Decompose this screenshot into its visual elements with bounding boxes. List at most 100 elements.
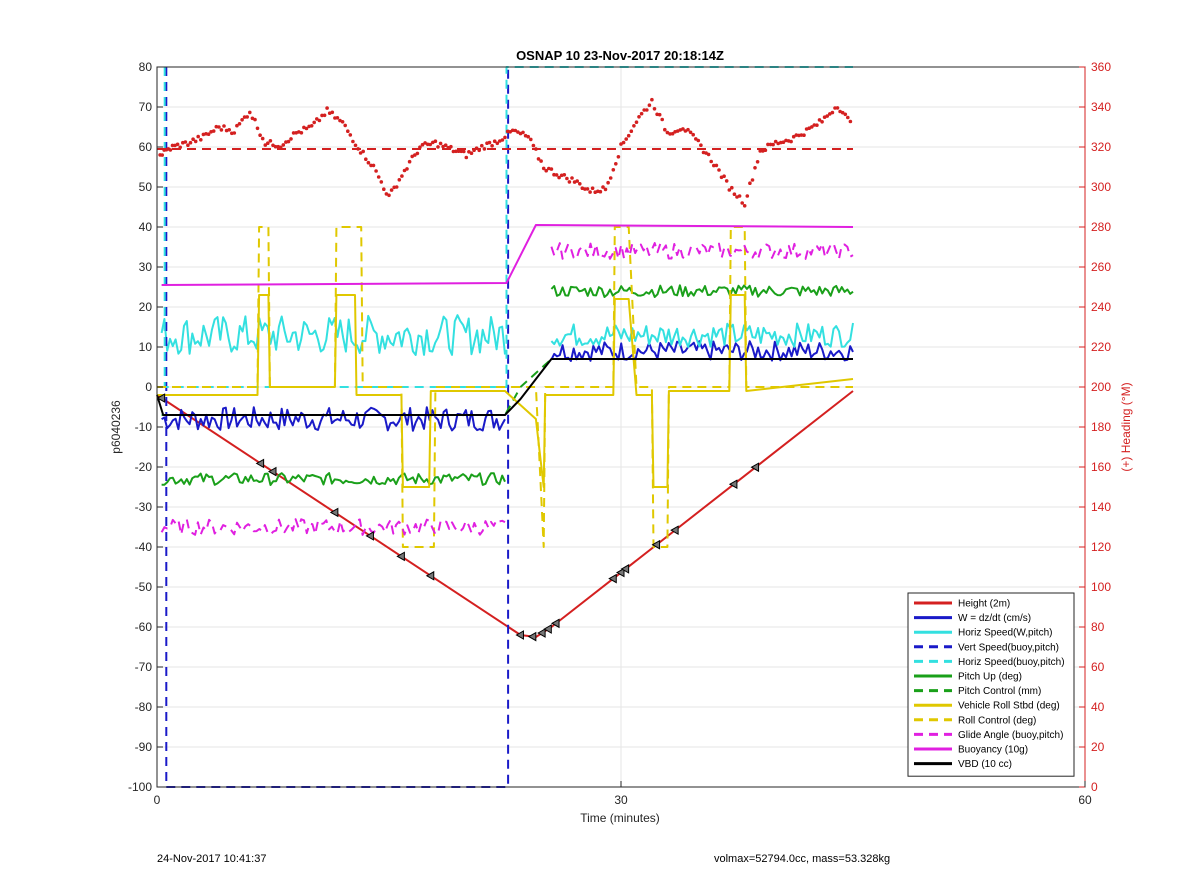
heading-point <box>567 180 572 184</box>
heading-point <box>369 163 373 168</box>
series-horiz-speed-w-pitch <box>160 314 506 356</box>
heading-point <box>480 143 484 148</box>
heading-point <box>443 143 448 147</box>
y2-axis-label: (+) Heading (°M) <box>1119 382 1133 471</box>
heading-point <box>188 140 193 145</box>
height-marker <box>515 630 524 640</box>
y-tick-label: -40 <box>135 540 153 554</box>
heading-point <box>740 201 744 205</box>
heading-point <box>376 175 381 179</box>
heading-point <box>309 124 314 128</box>
y-tick-label: 20 <box>139 300 153 314</box>
heading-point <box>660 117 664 122</box>
heading-point <box>364 157 368 161</box>
heading-point <box>802 133 806 137</box>
heading-point <box>503 135 507 140</box>
heading-point <box>340 120 345 124</box>
heading-point <box>590 186 595 190</box>
heading-point <box>178 145 182 150</box>
y-tick-label: -100 <box>128 780 152 794</box>
y2-tick-label: 20 <box>1091 740 1105 754</box>
heading-point <box>668 132 672 136</box>
heading-point <box>699 143 703 147</box>
height-marker <box>620 564 630 574</box>
heading-point <box>681 127 685 131</box>
heading-point <box>495 141 500 146</box>
heading-point <box>601 185 605 189</box>
heading-point <box>536 157 541 161</box>
heading-point <box>356 147 360 151</box>
heading-point <box>415 151 420 156</box>
y-tick-label: -50 <box>135 580 153 594</box>
heading-point <box>549 167 554 171</box>
heading-point <box>389 188 394 192</box>
heading-point <box>696 138 701 143</box>
y2-tick-label: 180 <box>1091 420 1111 434</box>
heading-point <box>606 180 610 185</box>
heading-point <box>753 166 757 170</box>
heading-point <box>286 139 291 144</box>
heading-point <box>645 108 649 112</box>
heading-point <box>477 148 482 153</box>
heading-point <box>348 133 353 137</box>
legend-label: Vehicle Roll Stbd (deg) <box>958 701 1060 712</box>
heading-point <box>843 112 848 117</box>
heading-point <box>810 125 814 129</box>
series-glide-angle-buoy-pitch <box>550 242 854 260</box>
y-tick-label: -90 <box>135 740 153 754</box>
x-tick-label: 30 <box>614 793 628 807</box>
y-tick-label: -60 <box>135 620 153 634</box>
heading-point <box>717 168 721 172</box>
heading-point <box>266 141 270 145</box>
heading-point <box>616 155 621 159</box>
heading-point <box>462 149 466 154</box>
heading-layer <box>157 97 853 208</box>
heading-point <box>438 141 443 146</box>
chart-title: OSNAP 10 23-Nov-2017 20:18:14Z <box>516 48 724 63</box>
heading-point <box>407 159 412 164</box>
heading-point <box>240 118 244 122</box>
heading-point <box>222 124 226 128</box>
heading-point <box>379 180 384 184</box>
heading-point <box>433 139 438 143</box>
heading-point <box>263 143 268 147</box>
heading-point <box>539 159 543 163</box>
y2-tick-label: 40 <box>1091 700 1105 714</box>
height-marker <box>156 393 166 403</box>
heading-point <box>400 174 404 178</box>
footer-vehicle-info: volmax=52794.0cc, mass=53.328kg <box>714 853 891 865</box>
legend-label: W = dz/dt (cm/s) <box>958 613 1031 624</box>
heading-point <box>771 142 775 147</box>
heading-point <box>657 112 662 117</box>
heading-point <box>583 187 587 191</box>
y-tick-label: 10 <box>139 340 153 354</box>
legend-label: Height (2m) <box>958 599 1010 610</box>
height-marker <box>527 631 537 642</box>
heading-point <box>691 132 695 137</box>
heading-point <box>619 142 623 146</box>
heading-point <box>750 178 755 182</box>
series-pitch-up-deg <box>161 472 506 486</box>
heading-point <box>175 142 180 147</box>
heading-point <box>541 166 546 171</box>
y-axis-label: p6040236 <box>109 400 123 454</box>
heading-point <box>603 187 608 192</box>
heading-point <box>397 178 402 182</box>
y-tick-label: 40 <box>139 220 153 234</box>
heading-point <box>160 153 164 157</box>
heading-point <box>730 185 734 190</box>
y-tick-label: 60 <box>139 140 153 154</box>
heading-point <box>634 120 639 124</box>
y2-tick-label: 200 <box>1091 380 1111 394</box>
heading-point <box>724 179 729 183</box>
series-w-dz-dt-cm-s <box>161 406 506 432</box>
heading-point <box>454 149 458 154</box>
heading-point <box>291 131 296 135</box>
heading-point <box>335 116 340 120</box>
y-tick-label: 70 <box>139 100 153 114</box>
heading-point <box>405 167 409 171</box>
left-axis: -100-90-80-70-60-50-40-30-20-10010203040… <box>128 60 163 794</box>
heading-point <box>621 140 626 145</box>
heading-point <box>820 120 824 124</box>
heading-point <box>237 122 242 126</box>
